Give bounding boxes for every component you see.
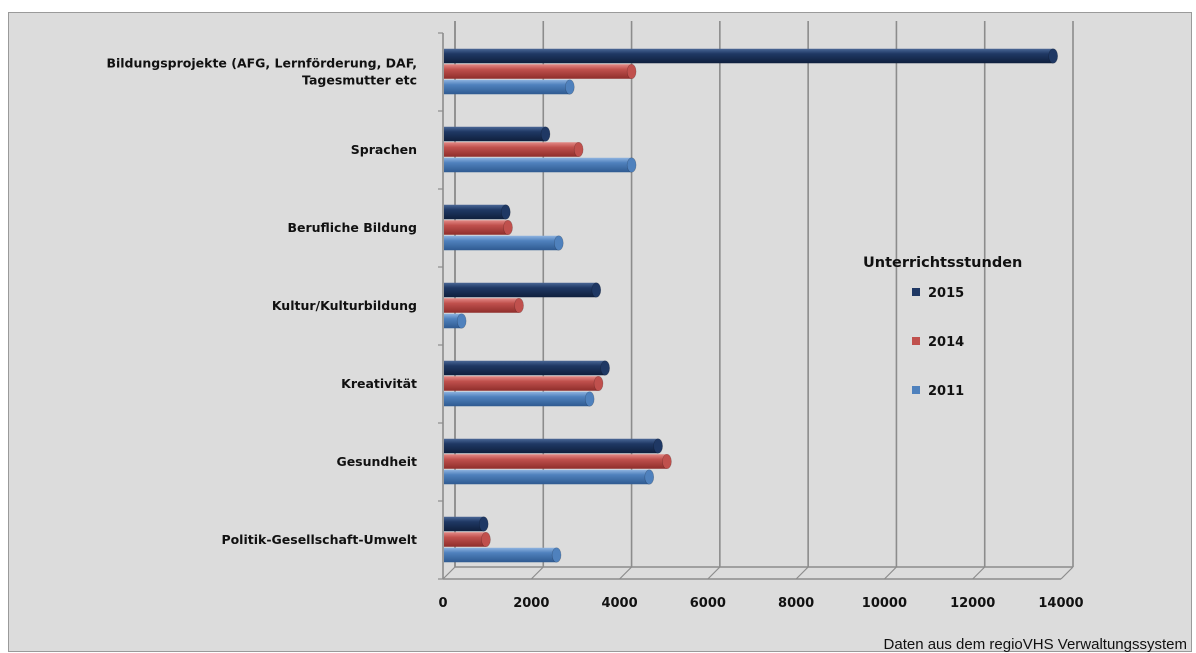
- floor-line: [795, 566, 809, 580]
- bar-end-cap: [500, 204, 511, 220]
- bar-2014: [444, 376, 599, 391]
- x-tick-label: 10000: [862, 596, 907, 611]
- x-tick-label: 14000: [1038, 596, 1083, 611]
- bar-2011: [444, 79, 570, 95]
- bar-2015: [444, 204, 506, 220]
- bar-layer: [444, 48, 1058, 563]
- bar-end-cap: [644, 469, 655, 485]
- bar-2014: [444, 142, 579, 157]
- category-label: Gesundheit: [336, 454, 417, 469]
- legend-swatch-2011: [912, 386, 920, 394]
- bar-2011: [444, 547, 557, 563]
- bar-2014: [444, 532, 486, 547]
- bar-2011: [444, 313, 462, 329]
- bar-end-cap: [626, 63, 637, 80]
- bar-2011: [444, 391, 590, 407]
- bar-end-cap: [481, 531, 491, 548]
- x-tick-label: 6000: [690, 596, 726, 611]
- bar-end-cap: [591, 282, 602, 298]
- legend: Unterrichtsstunden 2015 2014 2011: [863, 255, 1022, 399]
- legend-label-2015: 2015: [928, 286, 964, 301]
- bar-end-cap: [551, 547, 562, 563]
- floor-line: [619, 566, 632, 580]
- bar-2015: [444, 126, 546, 142]
- bar-2015: [444, 516, 484, 532]
- bar-2011: [444, 469, 650, 485]
- bar-2011: [444, 157, 632, 173]
- bar-end-cap: [565, 79, 575, 95]
- chart-frame: 0 2000 4000 6000 8000 10000 12000 14000 Bildungs…: [8, 12, 1192, 653]
- bar-2015: [444, 438, 659, 454]
- bar-end-cap: [662, 453, 672, 470]
- bar-end-cap: [600, 360, 610, 376]
- bar-end-cap: [584, 391, 595, 407]
- legend-title: Unterrichtsstunden: [863, 255, 1022, 271]
- legend-label-2011: 2011: [928, 384, 964, 399]
- bar-2015: [444, 282, 597, 298]
- floor-line: [442, 566, 456, 580]
- floor-line: [530, 566, 544, 580]
- category-label: Sprachen: [351, 142, 417, 157]
- bar-end-cap: [503, 219, 513, 236]
- source-note: Daten aus dem regioVHS Verwaltungssystem: [884, 636, 1187, 653]
- category-label: Kultur/Kulturbildung: [272, 298, 417, 313]
- bar-2014: [444, 454, 667, 469]
- bar-end-cap: [540, 126, 551, 142]
- legend-swatch-2015: [912, 288, 920, 296]
- grid-layer: [438, 21, 1074, 580]
- bar-end-cap: [626, 157, 637, 173]
- floor-line: [972, 566, 986, 580]
- x-tick-label: 12000: [950, 596, 995, 611]
- bar-2015: [444, 48, 1054, 64]
- category-label: Kreativität: [341, 376, 417, 391]
- bar-end-cap: [514, 297, 524, 314]
- x-tick-label: 4000: [601, 596, 637, 611]
- bar-2015: [444, 360, 606, 376]
- floor-line: [884, 566, 897, 580]
- x-tick-label: 0: [438, 596, 447, 611]
- category-label: Politik-Gesellschaft-Umwelt: [221, 532, 417, 547]
- bar-2011: [444, 235, 559, 251]
- bar-2014: [444, 64, 632, 79]
- bar-end-cap: [478, 516, 489, 532]
- x-tick-label: 8000: [778, 596, 814, 611]
- x-tick-label: 2000: [513, 596, 549, 611]
- bar-2014: [444, 298, 520, 313]
- floor-line: [707, 566, 721, 580]
- bar-end-cap: [593, 375, 604, 392]
- bar-chart: 0 2000 4000 6000 8000 10000 12000 14000 Bildungs…: [106, 21, 1187, 653]
- legend-swatch-2014: [912, 337, 920, 345]
- bar-end-cap: [573, 141, 584, 158]
- category-label: Tagesmutter etc: [302, 73, 417, 88]
- bar-end-cap: [456, 313, 467, 329]
- floor-line: [1060, 566, 1074, 580]
- bar-2014: [444, 220, 509, 235]
- bar-end-cap: [1048, 48, 1058, 64]
- category-label: Berufliche Bildung: [287, 220, 417, 235]
- legend-label-2014: 2014: [928, 335, 964, 350]
- bar-end-cap: [553, 235, 564, 251]
- label-layer: 0 2000 4000 6000 8000 10000 12000 14000 Bildungs…: [106, 56, 1083, 612]
- bar-end-cap: [653, 438, 663, 454]
- category-label: Bildungsprojekte (AFG, Lernförderung, DA…: [106, 56, 417, 71]
